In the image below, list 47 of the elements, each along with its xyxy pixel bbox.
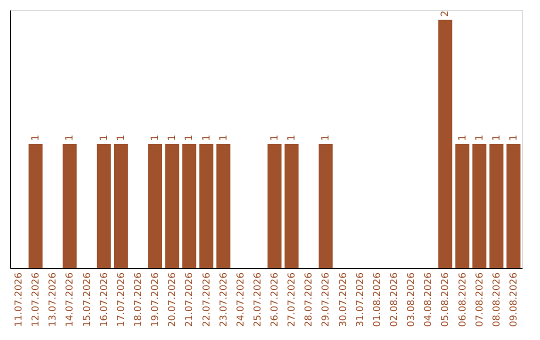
data-label: 1: [116, 134, 127, 141]
data-label: 1: [491, 134, 502, 141]
x-tick-label: 16.07.2026: [98, 272, 110, 327]
x-tick-label: 13.07.2026: [48, 272, 59, 327]
x-tick-label: 11.07.2026: [14, 272, 25, 327]
data-label: 1: [167, 134, 178, 141]
data-label: 1: [184, 134, 196, 141]
x-tick-label: 24.07.2026: [235, 272, 246, 327]
x-tick-label: 26.07.2026: [270, 272, 281, 327]
data-label: 1: [64, 134, 76, 141]
x-tick-label: 06.08.2026: [457, 272, 468, 327]
data-label: 1: [150, 134, 162, 141]
x-tick-label: 25.07.2026: [252, 272, 264, 327]
x-tick-label: 23.07.2026: [218, 272, 230, 327]
x-tick-label: 07.08.2026: [474, 272, 486, 327]
data-label: 1: [320, 134, 332, 141]
x-tick-label: 17.07.2026: [116, 272, 127, 327]
x-tick-label: 05.08.2026: [440, 272, 452, 327]
x-tick-label: 27.07.2026: [286, 272, 298, 327]
x-tick-label: 28.07.2026: [304, 272, 315, 327]
data-label: 1: [286, 134, 298, 141]
x-tick-label: 19.07.2026: [150, 272, 162, 327]
data-label: 1: [457, 134, 468, 141]
x-tick-label: 14.07.2026: [64, 272, 76, 327]
data-label: 1: [508, 134, 520, 141]
data-label: 1: [474, 134, 486, 141]
x-tick-label: 08.08.2026: [491, 272, 502, 327]
x-tick-label: 15.07.2026: [82, 272, 93, 327]
x-tick-label: 12.07.2026: [30, 272, 42, 327]
x-tick-label: 22.07.2026: [201, 272, 212, 327]
x-tick-label: 20.07.2026: [167, 272, 178, 327]
data-label: 1: [30, 134, 42, 141]
x-tick-label: 09.08.2026: [508, 272, 520, 327]
x-tick-label: 04.08.2026: [423, 272, 434, 327]
x-tick-label: 31.07.2026: [354, 272, 366, 327]
data-label: 2: [440, 10, 452, 17]
x-tick-label: 21.07.2026: [184, 272, 196, 327]
x-tick-label: 01.08.2026: [372, 272, 383, 327]
x-tick-label: 29.07.2026: [320, 272, 332, 327]
data-label: 1: [270, 134, 281, 141]
x-tick-label: 02.08.2026: [389, 272, 400, 327]
data-label: 1: [201, 134, 212, 141]
x-tick-label: 18.07.2026: [133, 272, 144, 327]
x-tick-label: 30.07.2026: [338, 272, 349, 327]
data-label: 1: [218, 134, 230, 141]
x-tick-label: 03.08.2026: [406, 272, 418, 327]
data-label: 1: [98, 134, 110, 141]
